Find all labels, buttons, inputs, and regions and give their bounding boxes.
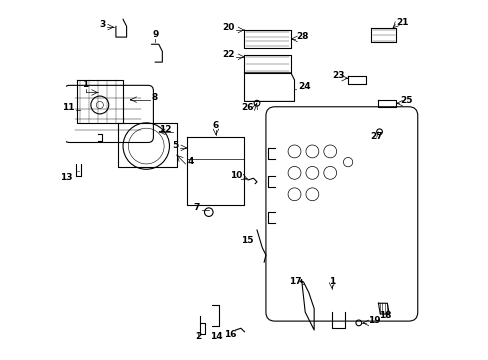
Text: 1: 1 xyxy=(82,80,88,89)
Text: 28: 28 xyxy=(296,32,308,41)
Text: 24: 24 xyxy=(298,82,310,91)
Text: 5: 5 xyxy=(172,141,178,150)
Text: 19: 19 xyxy=(367,316,380,325)
Text: 3: 3 xyxy=(99,20,105,29)
Text: 6: 6 xyxy=(212,121,219,130)
Text: 22: 22 xyxy=(222,50,234,59)
Text: 12: 12 xyxy=(159,125,171,134)
Text: 18: 18 xyxy=(379,311,391,320)
Text: 16: 16 xyxy=(224,330,236,339)
Text: 8: 8 xyxy=(151,93,158,102)
Text: 15: 15 xyxy=(241,235,253,244)
Text: 17: 17 xyxy=(288,276,301,285)
Text: 21: 21 xyxy=(395,18,408,27)
Text: 27: 27 xyxy=(369,132,382,141)
Text: 26: 26 xyxy=(241,103,253,112)
Text: 20: 20 xyxy=(222,23,234,32)
Text: 10: 10 xyxy=(230,171,242,180)
Text: 7: 7 xyxy=(193,203,200,212)
Text: 13: 13 xyxy=(60,173,72,182)
Text: 14: 14 xyxy=(209,332,222,341)
Text: 2: 2 xyxy=(195,332,201,341)
Text: 11: 11 xyxy=(62,103,75,112)
Text: 9: 9 xyxy=(152,30,158,39)
Text: 1: 1 xyxy=(328,276,334,285)
Text: 25: 25 xyxy=(399,96,411,105)
Text: 4: 4 xyxy=(187,157,193,166)
Text: 23: 23 xyxy=(331,71,344,80)
